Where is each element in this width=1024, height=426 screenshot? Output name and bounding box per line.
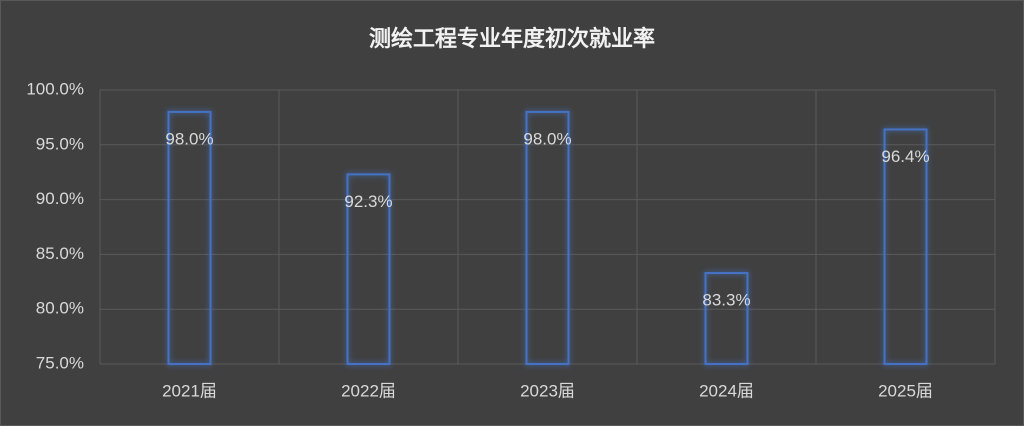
- data-label: 83.3%: [702, 291, 750, 310]
- y-tick-label: 95.0%: [36, 134, 84, 153]
- chart-title: 测绘工程专业年度初次就业率: [369, 26, 655, 51]
- y-tick-label: 80.0%: [36, 299, 84, 318]
- x-tick-label: 2022届: [341, 381, 396, 400]
- x-tick-label: 2024届: [699, 381, 754, 400]
- bar: [525, 110, 570, 365]
- bar: [346, 173, 391, 365]
- x-tick-label: 2025届: [878, 381, 933, 400]
- y-tick-label: 90.0%: [36, 189, 84, 208]
- bar: [704, 272, 749, 366]
- data-label: 98.0%: [165, 129, 213, 148]
- y-tick-label: 85.0%: [36, 244, 84, 263]
- data-label: 96.4%: [881, 147, 929, 166]
- x-tick-label: 2023届: [520, 381, 575, 400]
- y-tick-label: 75.0%: [36, 353, 84, 372]
- bar: [883, 128, 928, 365]
- data-label: 92.3%: [344, 192, 392, 211]
- data-label: 98.0%: [523, 129, 571, 148]
- bar: [167, 110, 212, 365]
- y-tick-label: 100.0%: [26, 79, 84, 98]
- x-tick-label: 2021届: [162, 381, 217, 400]
